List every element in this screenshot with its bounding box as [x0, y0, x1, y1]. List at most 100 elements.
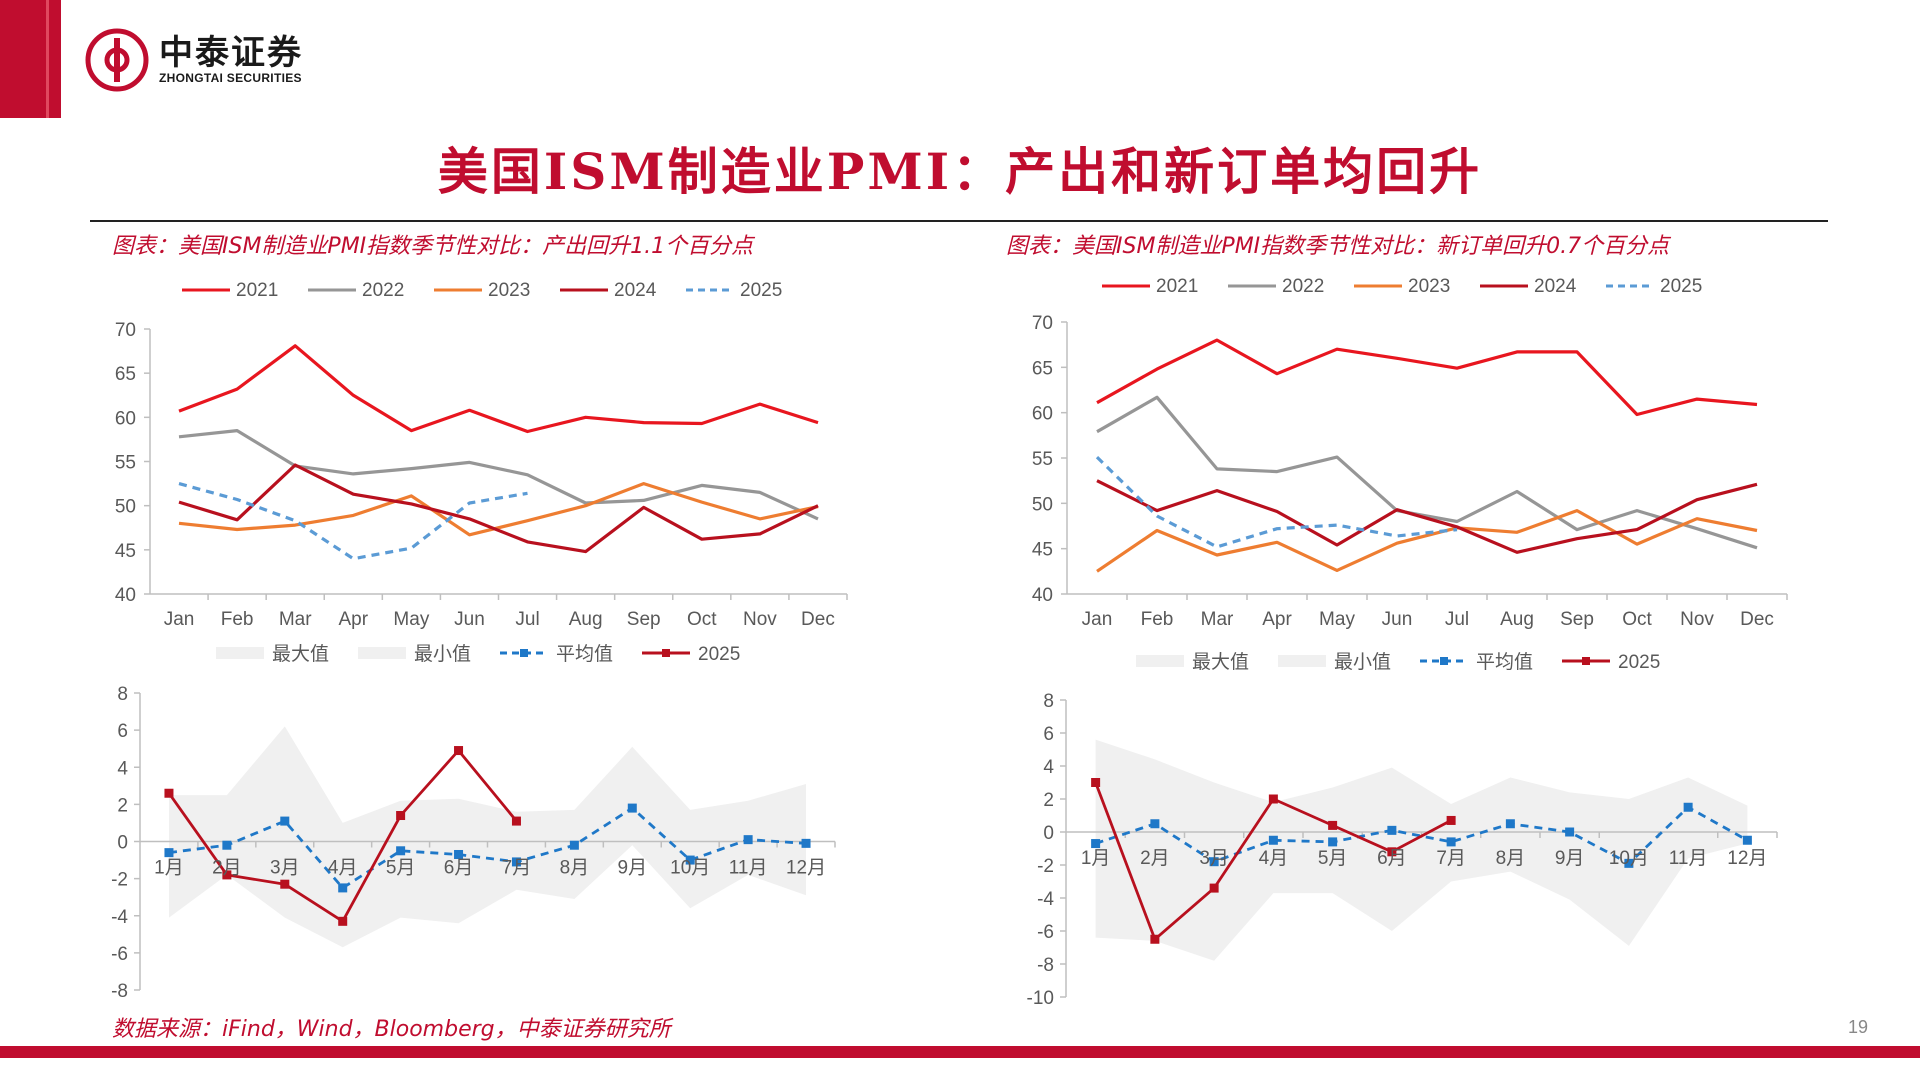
average-point-marker	[454, 849, 464, 859]
series-line-2025	[1095, 455, 1458, 549]
average-point-marker	[1387, 825, 1397, 835]
y-tick-label: 60	[115, 408, 136, 429]
legend-label-average: 平均值	[1476, 651, 1533, 673]
legend-label-max: 最大值	[1192, 651, 1249, 673]
x-tick-label: Nov	[1680, 609, 1714, 630]
legend-label-2022: 2022	[1282, 276, 1324, 297]
x-tick-label: Dec	[801, 609, 835, 630]
x-tick-label: 6月	[1377, 848, 1407, 869]
range-band-max-min	[169, 726, 806, 948]
point-marker-2025	[454, 746, 464, 756]
range-band-max-min	[1095, 739, 1748, 961]
point-marker-2025	[1091, 778, 1101, 787]
logo-chinese-name: 中泰证券	[159, 33, 303, 73]
y-tick-label: 0	[117, 833, 128, 854]
y-tick-label: 6	[117, 721, 128, 742]
average-point-marker	[222, 840, 232, 850]
series-line-2025	[178, 482, 528, 561]
x-tick-label: 5月	[1318, 848, 1348, 869]
legend-label-2023: 2023	[488, 280, 530, 301]
x-tick-label: Feb	[1141, 609, 1174, 630]
x-tick-label: 4月	[328, 858, 358, 879]
legend-label-min: 最小值	[414, 643, 471, 665]
x-tick-label: 10月	[1609, 848, 1649, 869]
x-tick-label: Sep	[627, 609, 661, 630]
point-marker-2025	[511, 816, 521, 826]
data-source-note: 数据来源：iFind，Wind，Bloomberg，中泰证券研究所	[112, 1017, 671, 1042]
x-tick-label: 8月	[1496, 848, 1526, 869]
x-tick-label: May	[1319, 609, 1355, 630]
x-tick-label: 7月	[1436, 848, 1466, 869]
point-marker-2025	[1268, 794, 1278, 804]
legend-swatch-min	[1278, 655, 1326, 667]
series-line-2024	[1096, 479, 1758, 554]
y-tick-label: 4	[1043, 757, 1054, 778]
page-title: 美国ISM制造业PMI：产出和新订单均回升	[437, 142, 1483, 201]
left-bottom-diff-chart: 最大值 最小值 平均值 2025 -8 -6 -4 -2 0 2 4 6 8 1月 2月 3月 4月 5月 6月 7月…	[111, 643, 836, 1002]
x-tick-label: 2月	[1140, 848, 1170, 869]
y-tick-label: -2	[111, 870, 128, 891]
x-tick-label: 11月	[1669, 848, 1708, 869]
series-line-2024	[178, 463, 819, 554]
average-point-marker	[1683, 802, 1693, 812]
y-tick-label: -6	[1037, 922, 1054, 943]
average-point-marker	[511, 857, 521, 867]
y-tick-label: 0	[1043, 823, 1054, 844]
y-tick-label: -6	[111, 944, 128, 965]
x-tick-label: Aug	[1500, 609, 1534, 630]
y-tick-label: 40	[115, 585, 136, 606]
point-marker-2025	[1387, 847, 1397, 857]
x-tick-label: Jan	[164, 609, 195, 630]
y-tick-label: 45	[1032, 540, 1053, 561]
x-tick-label: Dec	[1740, 609, 1774, 630]
average-point-marker	[1446, 837, 1456, 847]
x-tick-label: Mar	[279, 609, 312, 630]
x-tick-label: Jun	[1382, 609, 1413, 630]
legend-label-2024: 2024	[1534, 276, 1577, 297]
series-line-average	[1095, 805, 1749, 865]
legend-swatch-max	[216, 647, 264, 659]
legend-label-2021: 2021	[236, 280, 278, 301]
x-tick-label: 9月	[618, 858, 648, 879]
y-tick-label: 55	[1032, 449, 1053, 470]
x-tick-label: Jul	[1445, 609, 1469, 630]
series-line-average	[168, 806, 807, 890]
x-tick-label: Apr	[339, 609, 369, 630]
series-line-2023	[1096, 509, 1758, 573]
point-marker-2025	[164, 788, 174, 798]
average-point-marker	[1268, 835, 1278, 845]
company-logo: 中泰证券 ZHONGTAI SECURITIES	[85, 28, 303, 92]
legend-label-max: 最大值	[272, 643, 329, 665]
x-tick-label: 5月	[386, 858, 416, 879]
legend-label-2022: 2022	[362, 280, 404, 301]
y-tick-label: 4	[117, 758, 128, 779]
legend-label-2024: 2024	[614, 280, 657, 301]
y-tick-label: 6	[1043, 724, 1054, 745]
x-tick-label: May	[393, 609, 429, 630]
x-tick-label: 12月	[786, 858, 826, 879]
y-tick-label: 8	[1043, 691, 1054, 712]
series-line-2023	[178, 482, 819, 537]
y-tick-label: 45	[115, 541, 136, 562]
average-point-marker	[801, 838, 811, 848]
x-tick-label: 6月	[444, 858, 474, 879]
point-marker-2025	[222, 870, 232, 880]
average-point-marker	[1742, 835, 1752, 845]
y-tick-label: 40	[1032, 585, 1053, 606]
x-tick-label: 3月	[270, 858, 300, 879]
y-tick-label: 70	[115, 320, 136, 341]
point-marker-2025	[280, 879, 290, 889]
x-tick-label: 1月	[1081, 848, 1111, 869]
point-marker-2025	[338, 916, 348, 926]
x-tick-label: Jul	[515, 609, 539, 630]
average-point-marker	[1565, 827, 1575, 837]
y-tick-label: 2	[1043, 790, 1054, 811]
x-tick-label: 9月	[1555, 848, 1585, 869]
legend-label-2025: 2025	[740, 280, 782, 301]
legend-label-min: 最小值	[1334, 651, 1391, 673]
point-marker-2025	[1150, 934, 1160, 944]
legend-label-2025: 2025	[698, 644, 740, 665]
y-tick-label: 8	[117, 684, 128, 705]
x-tick-label: Nov	[743, 609, 777, 630]
legend-marker-average	[1440, 657, 1448, 665]
